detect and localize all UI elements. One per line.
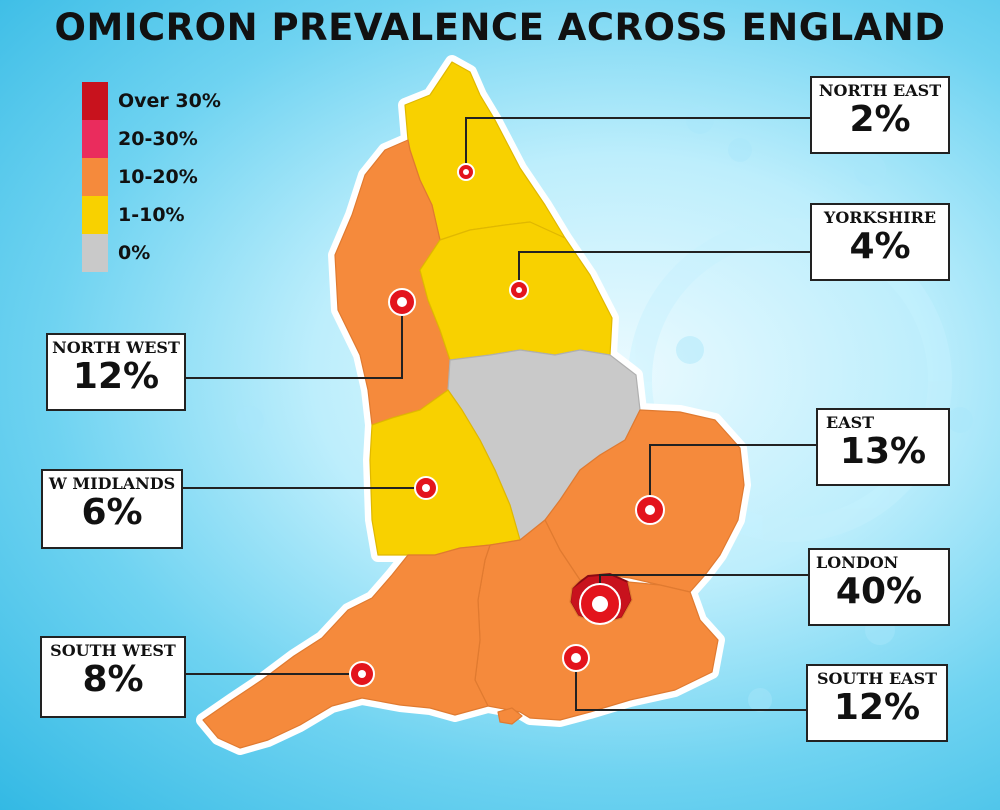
label-yorkshire: YORKSHIRE 4% <box>810 203 950 281</box>
region-value: 40% <box>835 571 923 612</box>
region-south-west[interactable] <box>202 544 491 749</box>
marker-east <box>635 495 665 525</box>
region-name: EAST <box>826 413 875 432</box>
page-title: OMICRON PREVALENCE ACROSS ENGLAND <box>54 6 946 49</box>
legend-swatch-20-30 <box>82 120 108 158</box>
label-north-east: NORTH EAST 2% <box>810 76 950 154</box>
label-west-midlands: W MIDLANDS 6% <box>41 469 183 549</box>
connector-north-east <box>465 117 810 172</box>
region-name: LONDON <box>816 553 899 572</box>
region-name: SOUTH EAST <box>816 669 938 688</box>
region-name: YORKSHIRE <box>823 208 937 227</box>
marker-london <box>579 583 621 625</box>
legend-item: 0% <box>82 234 221 272</box>
marker-south-east <box>562 644 590 672</box>
legend-label: 0% <box>118 242 151 264</box>
legend-label: 20-30% <box>118 128 198 150</box>
region-name: NORTH WEST <box>52 338 180 357</box>
isle-of-wight <box>497 707 523 725</box>
legend-item: Over 30% <box>82 82 221 120</box>
connector-yorkshire <box>518 251 810 290</box>
connector-north-west <box>186 302 403 379</box>
marker-south-west <box>349 661 375 687</box>
marker-west-midlands <box>414 476 438 500</box>
label-south-west: SOUTH WEST 8% <box>40 636 186 718</box>
marker-north-west <box>388 288 416 316</box>
legend: Over 30% 20-30% 10-20% 1-10% 0% <box>82 82 221 272</box>
marker-north-east <box>457 163 475 181</box>
virus-markers <box>349 163 665 687</box>
connector-east <box>649 444 816 510</box>
region-name: W MIDLANDS <box>48 474 176 493</box>
region-value: 8% <box>82 659 144 700</box>
connector-south-east <box>575 658 806 711</box>
region-value: 12% <box>72 356 160 397</box>
legend-swatch-10-20 <box>82 158 108 196</box>
region-value: 12% <box>833 687 921 728</box>
legend-item: 1-10% <box>82 196 221 234</box>
label-london: LONDON 40% <box>808 548 950 626</box>
region-value: 2% <box>849 99 911 140</box>
legend-label: Over 30% <box>118 90 221 112</box>
legend-item: 20-30% <box>82 120 221 158</box>
legend-swatch-1-10 <box>82 196 108 234</box>
label-east: EAST 13% <box>816 408 950 486</box>
legend-swatch-over-30 <box>82 82 108 120</box>
legend-item: 10-20% <box>82 158 221 196</box>
label-south-east: SOUTH EAST 12% <box>806 664 948 742</box>
region-value: 6% <box>81 492 143 533</box>
legend-label: 10-20% <box>118 166 198 188</box>
region-value: 4% <box>849 226 911 267</box>
marker-yorkshire <box>509 280 529 300</box>
label-north-west: NORTH WEST 12% <box>46 333 186 411</box>
legend-label: 1-10% <box>118 204 185 226</box>
region-name: NORTH EAST <box>818 81 942 100</box>
region-value: 13% <box>839 431 927 472</box>
region-name: SOUTH WEST <box>50 641 176 660</box>
legend-swatch-zero <box>82 234 108 272</box>
connector-lines <box>183 117 816 711</box>
